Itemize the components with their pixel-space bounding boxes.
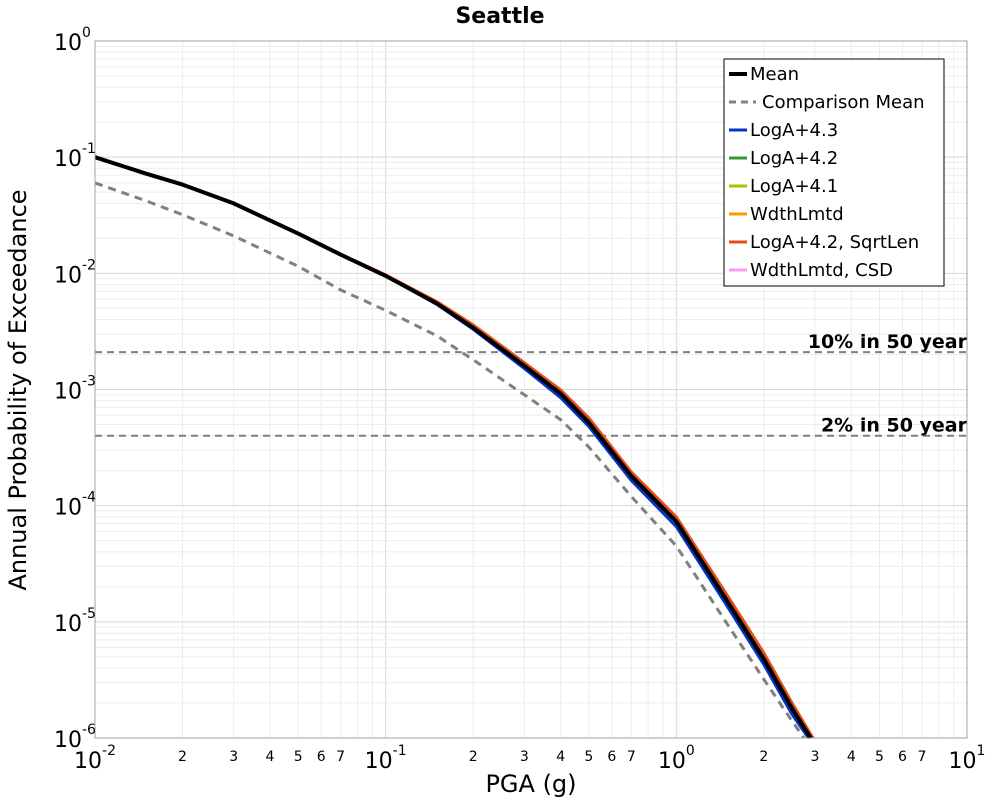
- reference-line-label: 2% in 50 year: [821, 415, 968, 437]
- x-tick-label: 101: [949, 743, 986, 774]
- x-minor-tick-label: 2: [178, 749, 187, 765]
- series-line-mean: [94, 155, 813, 740]
- y-tick-label: 10-3: [54, 374, 96, 405]
- series-lines: [94, 155, 815, 740]
- y-axis-label: Annual Probability of Exceedance: [4, 189, 32, 590]
- series-line-wdthlmtd: [94, 155, 815, 739]
- x-minor-tick-label: 6: [317, 749, 326, 765]
- x-minor-tick-label: 4: [556, 749, 565, 765]
- x-minor-tick-label: 3: [520, 749, 529, 765]
- x-minor-tick-label: 6: [898, 749, 907, 765]
- x-tick-label: 10-2: [74, 743, 116, 774]
- x-minor-tick-label: 3: [811, 749, 820, 765]
- legend-entry: LogA+4.2, SqrtLen: [750, 232, 919, 253]
- series-line-loga-4-2: [94, 155, 812, 739]
- reference-lines: 10% in 50 year 2% in 50 year: [95, 331, 968, 437]
- legend-entry: LogA+4.3: [750, 120, 838, 141]
- x-minor-tick-label: 7: [627, 749, 636, 765]
- x-minor-tick-label: 3: [229, 749, 238, 765]
- x-minor-tick-label: 5: [875, 749, 884, 765]
- legend-box: [723, 58, 945, 287]
- legend-entry: LogA+4.2: [750, 148, 838, 169]
- x-minor-tick-label: 7: [336, 749, 345, 765]
- y-tick-label: 10-1: [54, 141, 96, 172]
- x-tick-label: 100: [658, 743, 695, 774]
- x-minor-tick-label: 6: [607, 749, 616, 765]
- chart-title: Seattle: [455, 4, 544, 29]
- y-tick-label: 10-4: [54, 490, 96, 521]
- x-minor-tick-label: 7: [918, 749, 927, 765]
- series-line-wdthlmtd-csd: [94, 155, 812, 739]
- y-tick-label: 100: [54, 25, 91, 56]
- x-axis-label: PGA (g): [485, 770, 576, 798]
- y-tick-label: 10-5: [54, 606, 96, 637]
- y-tick-label: 10-2: [54, 257, 96, 288]
- legend-entry: WdthLmtd, CSD: [750, 260, 893, 281]
- legend-entry: LogA+4.1: [750, 176, 838, 197]
- x-minor-tick-label: 4: [266, 749, 275, 765]
- reference-line-label: 10% in 50 year: [808, 331, 968, 353]
- plot-frame: [94, 40, 968, 739]
- x-tick-label: 10-1: [365, 743, 407, 774]
- legend-entry: Mean: [750, 64, 799, 85]
- x-minor-tick-label: 4: [847, 749, 856, 765]
- legend-entry: WdthLmtd: [750, 204, 844, 225]
- x-minor-tick-label: 2: [469, 749, 478, 765]
- series-line-loga-4-2-sqrtlen: [94, 155, 815, 739]
- series-line-loga-4-1: [94, 155, 815, 739]
- legend-entry: Comparison Mean: [762, 92, 925, 113]
- y-axis-ticks: 100 10-1 10-2 10-3 10-4 10-5 10-6: [54, 25, 96, 753]
- x-minor-tick-label: 2: [759, 749, 768, 765]
- series-line-comparison-mean: [94, 181, 806, 739]
- legend: Mean Comparison Mean LogA+4.3 LogA+4.2 LogA+…: [723, 58, 945, 287]
- x-minor-tick-label: 5: [584, 749, 593, 765]
- x-minor-tick-label: 5: [294, 749, 303, 765]
- series-line-loga-4-3: [94, 155, 810, 739]
- y-tick-label: 10-6: [54, 722, 96, 753]
